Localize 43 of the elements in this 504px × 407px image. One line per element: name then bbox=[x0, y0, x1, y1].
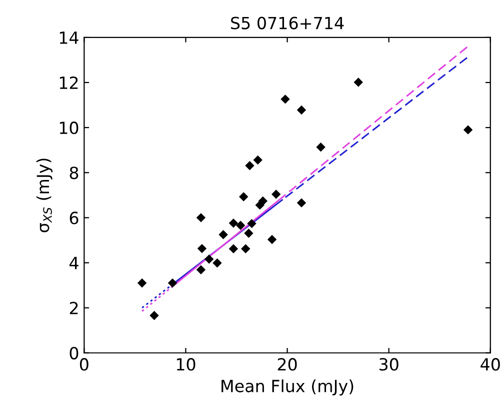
y-tick-label: 12 bbox=[60, 76, 78, 89]
point bbox=[296, 198, 306, 208]
y-tick-label: 2 bbox=[70, 302, 78, 314]
y-tick-label: 4 bbox=[70, 256, 78, 270]
point bbox=[218, 230, 228, 240]
point bbox=[258, 196, 268, 206]
point bbox=[244, 228, 254, 238]
point bbox=[241, 244, 250, 254]
point bbox=[245, 161, 254, 170]
point bbox=[228, 244, 238, 254]
x-tick-label: 20 bbox=[278, 358, 297, 371]
point bbox=[196, 265, 206, 274]
point bbox=[212, 258, 222, 268]
y-tick-label: 10 bbox=[60, 122, 78, 134]
y-axis-title: σ$_{XS}$ (mJy) bbox=[36, 158, 52, 232]
point bbox=[272, 190, 281, 199]
point bbox=[197, 244, 207, 254]
point bbox=[150, 310, 159, 320]
point bbox=[463, 125, 473, 134]
point bbox=[354, 78, 363, 87]
x-tick-label: 40 bbox=[480, 358, 500, 371]
point bbox=[228, 218, 238, 228]
y-tick-label: 0 bbox=[70, 346, 78, 360]
point bbox=[137, 278, 147, 288]
point bbox=[247, 218, 256, 228]
x-axis-title: Mean Flux (mJy) bbox=[222, 379, 354, 396]
x-tick-label: 0 bbox=[80, 358, 88, 371]
point bbox=[168, 278, 178, 288]
point bbox=[316, 142, 326, 152]
point bbox=[196, 213, 206, 222]
y-tick-label: 14 bbox=[60, 32, 78, 44]
point bbox=[280, 94, 290, 104]
y-tick-label: 8 bbox=[70, 166, 78, 180]
x-tick-label: 30 bbox=[380, 358, 398, 371]
point bbox=[296, 105, 306, 115]
y-tick-label: 6 bbox=[70, 212, 78, 224]
point bbox=[204, 254, 214, 264]
point bbox=[236, 220, 246, 230]
x-tick-label: 10 bbox=[176, 358, 196, 371]
point bbox=[267, 234, 277, 244]
chart-title: S5 0716+714 bbox=[231, 16, 344, 30]
point bbox=[239, 192, 248, 202]
point bbox=[253, 155, 262, 165]
